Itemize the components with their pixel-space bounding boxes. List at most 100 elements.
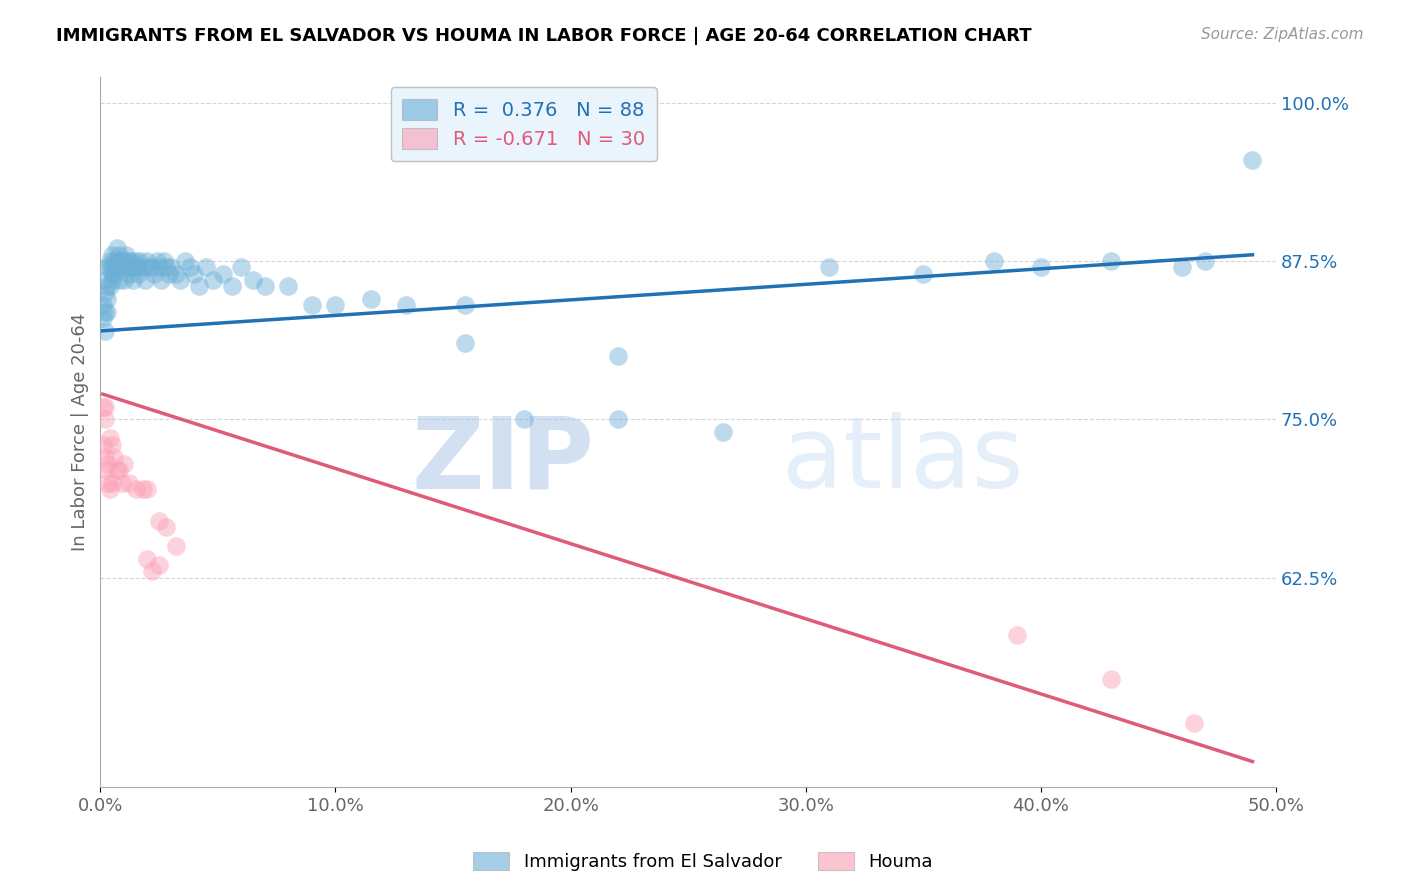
Point [96, 305, 118, 319]
Point [103, 267, 125, 281]
Point [112, 254, 135, 268]
Point [110, 475, 132, 490]
Point [155, 520, 177, 534]
Point [101, 438, 124, 452]
Point [183, 267, 205, 281]
Point [91, 438, 114, 452]
Point [1241, 153, 1264, 167]
Point [231, 260, 253, 275]
Point [169, 273, 191, 287]
Point [105, 463, 128, 477]
Point [1099, 672, 1122, 686]
Point [129, 254, 152, 268]
Point [141, 565, 163, 579]
Point [155, 260, 177, 275]
Point [143, 267, 166, 281]
Point [360, 292, 382, 306]
Point [136, 551, 159, 566]
Point [101, 260, 124, 275]
Point [153, 254, 176, 268]
Point [98, 260, 121, 275]
Point [103, 260, 125, 275]
Point [195, 260, 218, 275]
Point [94, 450, 117, 465]
Point [94, 285, 117, 300]
Point [112, 273, 135, 287]
Point [165, 539, 187, 553]
Point [253, 279, 276, 293]
Point [148, 558, 170, 573]
Point [454, 298, 477, 312]
Point [179, 260, 201, 275]
Point [120, 260, 142, 275]
Y-axis label: In Labor Force | Age 20-64: In Labor Force | Age 20-64 [72, 313, 89, 551]
Point [242, 273, 264, 287]
Point [124, 254, 146, 268]
Point [101, 475, 124, 490]
Point [818, 260, 841, 275]
Point [96, 260, 118, 275]
Point [112, 457, 135, 471]
Point [157, 267, 180, 281]
Point [512, 412, 534, 426]
Point [1029, 260, 1052, 275]
Point [221, 279, 243, 293]
Point [211, 267, 233, 281]
Point [165, 267, 187, 281]
Point [983, 254, 1005, 268]
Point [91, 400, 114, 414]
Point [146, 254, 169, 268]
Point [94, 324, 117, 338]
Point [713, 425, 735, 439]
Text: ZIP: ZIP [411, 412, 595, 509]
Point [105, 260, 128, 275]
Point [138, 260, 160, 275]
Point [148, 260, 170, 275]
Point [94, 400, 117, 414]
Point [1182, 716, 1205, 731]
Point [103, 450, 125, 465]
Point [98, 482, 121, 496]
Point [105, 254, 128, 268]
Point [101, 273, 124, 287]
Point [108, 273, 131, 287]
Text: Source: ZipAtlas.com: Source: ZipAtlas.com [1201, 27, 1364, 42]
Point [136, 254, 159, 268]
Point [127, 260, 149, 275]
Point [127, 267, 149, 281]
Text: atlas: atlas [782, 412, 1024, 509]
Point [124, 482, 146, 496]
Point [115, 260, 138, 275]
Point [277, 279, 299, 293]
Point [117, 267, 139, 281]
Text: IMMIGRANTS FROM EL SALVADOR VS HOUMA IN LABOR FORCE | AGE 20-64 CORRELATION CHAR: IMMIGRANTS FROM EL SALVADOR VS HOUMA IN … [56, 27, 1032, 45]
Point [108, 254, 131, 268]
Point [96, 279, 118, 293]
Point [110, 260, 132, 275]
Point [117, 254, 139, 268]
Point [115, 248, 138, 262]
Point [98, 254, 121, 268]
Point [1171, 260, 1194, 275]
Point [131, 260, 153, 275]
Point [96, 457, 118, 471]
Point [108, 463, 131, 477]
Point [136, 482, 159, 496]
Point [101, 267, 124, 281]
Point [98, 279, 121, 293]
Point [101, 248, 124, 262]
Point [395, 298, 418, 312]
Point [91, 311, 114, 326]
Point [454, 336, 477, 351]
Point [912, 267, 935, 281]
Point [96, 475, 118, 490]
Point [120, 254, 142, 268]
Point [117, 475, 139, 490]
Point [160, 260, 183, 275]
Point [606, 349, 628, 363]
Legend: Immigrants from El Salvador, Houma: Immigrants from El Salvador, Houma [465, 845, 941, 879]
Point [103, 254, 125, 268]
Point [202, 273, 225, 287]
Point [108, 248, 131, 262]
Point [1194, 254, 1216, 268]
